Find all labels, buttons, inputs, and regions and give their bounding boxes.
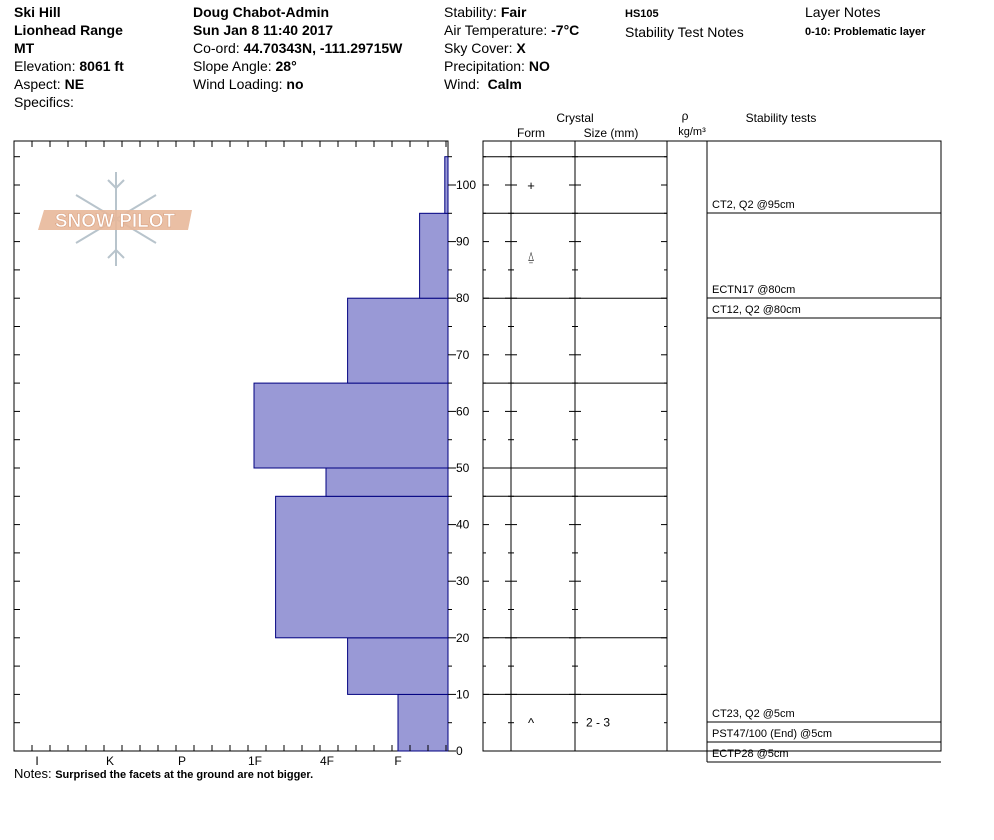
location-name: Ski Hill xyxy=(14,4,61,20)
crystal-form-symbols: + ⍙ ^ xyxy=(527,178,535,731)
crystal-size-value: 2 - 3 xyxy=(586,716,610,730)
depth-tick-label: 10 xyxy=(456,687,470,701)
stability-tests-header: Stability tests xyxy=(746,111,817,125)
layer-notes-title: Layer Notes xyxy=(805,4,881,20)
stability-test-entry: CT2, Q2 @95cm xyxy=(712,199,795,211)
hardness-bar-0 xyxy=(397,693,449,752)
stability-test-entry: CT23, Q2 @5cm xyxy=(712,708,795,720)
depth-tick-label: 60 xyxy=(456,404,470,418)
hardness-tick-label: 1F xyxy=(248,754,262,768)
aspect-label: Aspect: xyxy=(14,76,61,92)
range-name: Lionhead Range xyxy=(14,22,123,38)
air-temp-label: Air Temperature: xyxy=(444,22,548,38)
hardness-axis: I K P 1F 4F F xyxy=(13,141,447,768)
notes-text: Surprised the facets at the ground are n… xyxy=(55,769,314,781)
depth-tick-label: 0 xyxy=(456,744,463,758)
stability-test-entry: CT12, Q2 @80cm xyxy=(712,304,801,316)
stability-test-list: CT2, Q2 @95cm ECTN17 @80cm CT12, Q2 @80cm C… xyxy=(712,199,832,760)
crystal-form-symbol: + xyxy=(527,178,535,193)
hardness-bar-4 xyxy=(253,382,449,469)
stability-notes-title: Stability Test Notes xyxy=(625,24,744,40)
depth-axis: 0 10 20 30 40 50 60 70 80 90 100 xyxy=(14,156,476,758)
wind-loading-label: Wind Loading: xyxy=(193,76,283,92)
notes: Notes: Surprised the facets at the groun… xyxy=(14,766,313,781)
crystal-form-symbol: ⍙ xyxy=(527,249,535,264)
header-col-layer-notes: Layer Notes 0-10: Problematic layer xyxy=(805,3,925,41)
hardness-bar-5 xyxy=(347,297,449,384)
sky-value: X xyxy=(516,40,526,56)
rho-header: ρ xyxy=(682,109,689,123)
density-unit-header: kg/m³ xyxy=(678,126,706,138)
aspect-value: NE xyxy=(64,76,85,92)
hardness-tick-label: I xyxy=(35,754,38,768)
form-header: Form xyxy=(517,126,545,140)
precip-value: NO xyxy=(528,58,550,74)
precip-label: Precipitation: xyxy=(444,58,525,74)
depth-tick-label: 20 xyxy=(456,631,470,645)
stability-label: Stability: xyxy=(444,4,497,20)
wind-value: Calm xyxy=(487,76,522,92)
stability-test-entry: PST47/100 (End) @5cm xyxy=(712,728,832,740)
problematic-layer-note: 0-10: Problematic layer xyxy=(805,26,926,38)
observation-datetime: Sun Jan 8 11:40 2017 xyxy=(193,22,334,38)
table-frame xyxy=(482,140,942,752)
hardness-bar-1 xyxy=(347,637,449,695)
size-header: Size (mm) xyxy=(584,126,639,140)
header-col-hs: HS105 Stability Test Notes xyxy=(625,3,744,41)
slope-value: 28° xyxy=(275,58,297,74)
hardness-bars xyxy=(253,156,449,752)
wind-loading-value: no xyxy=(286,76,304,92)
hardness-bar-2 xyxy=(275,495,449,639)
logo-banner xyxy=(38,210,192,230)
table-depth-ticks xyxy=(483,156,667,752)
coord-value: 44.70343N, -111.29715W xyxy=(243,40,403,56)
coord-label: Co-ord: xyxy=(193,40,240,56)
depth-tick-label: 40 xyxy=(456,518,470,532)
header-col-conditions: Stability: Fair Air Temperature: -7°C Sk… xyxy=(444,3,579,93)
depth-tick-label: 30 xyxy=(456,574,470,588)
logo-text: SNOW PILOT xyxy=(55,211,176,232)
state-name: MT xyxy=(14,40,35,56)
crystal-header: Crystal xyxy=(556,111,593,125)
depth-tick-label: 100 xyxy=(456,178,476,192)
hardness-tick-label: 4F xyxy=(320,754,334,768)
crystal-sizes: 2 - 3 xyxy=(586,716,610,730)
header-col-location: Ski Hill Lionhead Range MT Elevation: 80… xyxy=(14,3,124,111)
depth-tick-label: 70 xyxy=(456,348,470,362)
stability-test-entry: ECTN17 @80cm xyxy=(712,284,795,296)
elevation-label: Elevation: xyxy=(14,58,76,74)
air-temp-value: -7°C xyxy=(551,22,580,38)
hardness-tick-label: F xyxy=(394,754,401,768)
layer-table xyxy=(482,140,942,762)
hardness-bar-7 xyxy=(444,156,449,214)
observer-name: Doug Chabot-Admin xyxy=(193,4,330,20)
depth-tick-label: 90 xyxy=(456,235,470,249)
elevation-value: 8061 ft xyxy=(79,58,124,74)
table-layer-rows xyxy=(483,156,941,763)
specifics-label: Specifics: xyxy=(14,94,74,110)
crystal-form-symbol: ^ xyxy=(528,716,535,731)
hardness-bar-3 xyxy=(325,467,449,497)
hardness-tick-label: K xyxy=(106,754,114,768)
notes-label: Notes: xyxy=(14,766,52,781)
wind-label: Wind: xyxy=(444,76,480,92)
stability-test-entry: ECTP28 @5cm xyxy=(712,748,789,760)
header-col-observer: Doug Chabot-Admin Sun Jan 8 11:40 2017 C… xyxy=(193,3,402,93)
snowpilot-logo: SNOW PILOT xyxy=(38,172,192,266)
stability-value: Fair xyxy=(500,4,527,20)
hs-value: HS105 xyxy=(625,8,659,20)
hardness-bar-6 xyxy=(419,212,449,299)
sky-label: Sky Cover: xyxy=(444,40,513,56)
slope-label: Slope Angle: xyxy=(193,58,272,74)
depth-tick-label: 80 xyxy=(456,291,470,305)
hardness-tick-label: P xyxy=(178,754,186,768)
depth-tick-label: 50 xyxy=(456,461,470,475)
